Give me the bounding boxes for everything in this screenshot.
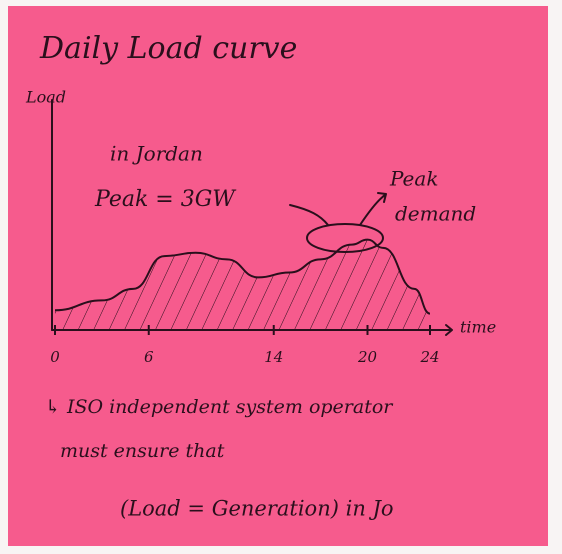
annotation: in Jordan (110, 142, 203, 166)
x-tick-label: 14 (264, 348, 283, 366)
x-tick-label: 6 (144, 348, 154, 366)
annotation: ↳ ISO independent system operator (45, 396, 394, 418)
annotation: must ensure that (60, 440, 225, 462)
annotation: (Load = Generation) in Jo (120, 497, 394, 521)
annotation: Peak = 3GW (94, 187, 237, 212)
chart-title: Daily Load curve (39, 31, 297, 66)
x-axis-label: time (460, 318, 496, 337)
annotation: demand (395, 202, 476, 226)
annotation: Peak (389, 167, 438, 191)
x-tick-label: 0 (50, 348, 60, 366)
sticky-note: Daily Load curve Load time in Jordan Pea… (0, 0, 562, 554)
y-axis-label: Load (25, 88, 66, 107)
x-tick-label: 24 (419, 348, 439, 366)
x-tick-label: 20 (357, 348, 378, 366)
